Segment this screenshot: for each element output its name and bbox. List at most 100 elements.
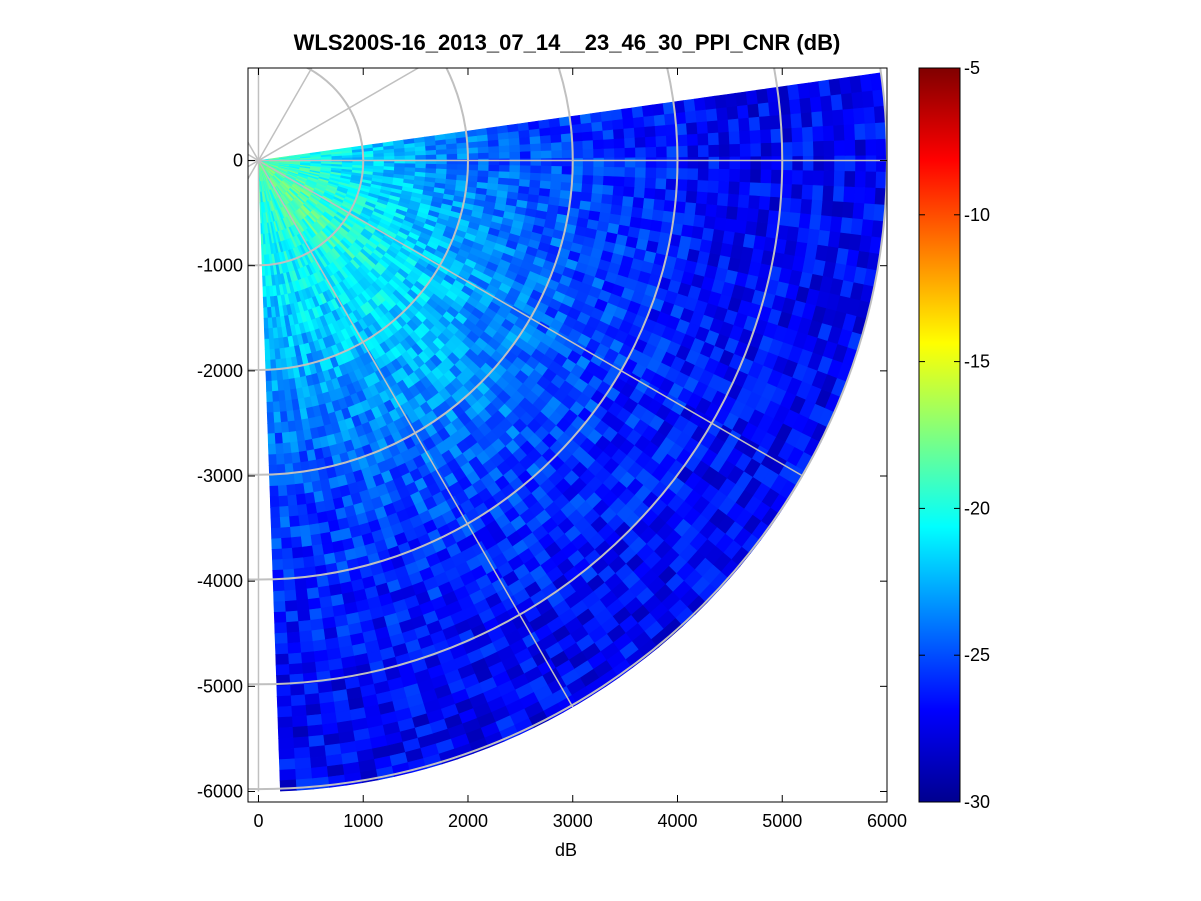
heatmap-cell bbox=[284, 600, 299, 613]
heatmap-cell bbox=[293, 746, 311, 760]
heatmap-cell bbox=[842, 201, 855, 219]
heatmap-cell bbox=[738, 117, 751, 132]
heatmap-cell bbox=[619, 214, 632, 227]
heatmap-cell bbox=[582, 165, 594, 176]
heatmap-cell bbox=[294, 578, 308, 591]
heatmap-cell bbox=[477, 164, 490, 171]
heatmap-cell bbox=[287, 642, 302, 655]
heatmap-cell bbox=[455, 130, 467, 139]
heatmap-cell bbox=[297, 503, 309, 517]
heatmap-cell bbox=[651, 208, 665, 222]
heatmap-cell bbox=[624, 146, 636, 158]
heatmap-cell bbox=[488, 164, 500, 172]
heatmap-cell bbox=[613, 175, 626, 187]
heatmap-cell bbox=[580, 122, 593, 133]
azimuth-spoke bbox=[248, 140, 260, 161]
heatmap-cell bbox=[540, 142, 552, 151]
heatmap-cell bbox=[303, 682, 320, 696]
azimuth-spoke bbox=[257, 160, 574, 708]
heatmap-cell bbox=[707, 131, 720, 146]
heatmap-cell bbox=[456, 163, 469, 171]
azimuth-spoke bbox=[258, 68, 420, 162]
heatmap-cell bbox=[693, 214, 706, 228]
heatmap-cell bbox=[288, 652, 303, 665]
heatmap-cell bbox=[798, 212, 812, 229]
heatmap-cell bbox=[633, 126, 646, 138]
heatmap-cell bbox=[602, 175, 615, 186]
heatmap-cell bbox=[305, 703, 322, 717]
heatmap-cell bbox=[507, 184, 520, 193]
heatmap-cell bbox=[653, 113, 666, 127]
heatmap-cell bbox=[851, 91, 865, 109]
heatmap-cell bbox=[362, 162, 375, 166]
heatmap-cell bbox=[271, 548, 284, 561]
heatmap-cell bbox=[750, 155, 762, 170]
heatmap-cell bbox=[749, 181, 762, 197]
heatmap-cell bbox=[687, 167, 699, 181]
heatmap-cell bbox=[292, 725, 310, 739]
heatmap-cell bbox=[727, 193, 740, 208]
heatmap-cell bbox=[301, 651, 316, 664]
heatmap-cell bbox=[802, 140, 815, 157]
heatmap-cell bbox=[641, 104, 655, 117]
heatmap-cell bbox=[275, 443, 285, 455]
heatmap-cell bbox=[622, 117, 635, 129]
heatmap-cell bbox=[264, 349, 271, 361]
heatmap-cell bbox=[747, 103, 760, 118]
heatmap-cell bbox=[854, 170, 867, 188]
heatmap-cell bbox=[467, 152, 479, 160]
heatmap-cell bbox=[829, 215, 843, 233]
heatmap-cell bbox=[603, 157, 615, 168]
heatmap-cell bbox=[274, 632, 289, 645]
heatmap-cell bbox=[295, 767, 313, 781]
heatmap-cell bbox=[865, 138, 877, 156]
heatmap-cell bbox=[852, 107, 866, 125]
heatmap-cell bbox=[718, 168, 731, 182]
heatmap-cell bbox=[727, 118, 740, 132]
y-tick-label: -2000 bbox=[197, 361, 243, 381]
heatmap-cell bbox=[276, 684, 292, 697]
heatmap-cell bbox=[294, 757, 312, 770]
heatmap-cell bbox=[623, 176, 636, 188]
heatmap-cell bbox=[612, 128, 625, 140]
heatmap-cell bbox=[268, 454, 278, 466]
heatmap-cell bbox=[876, 154, 887, 172]
heatmap-cell bbox=[757, 208, 770, 224]
heatmap-cell bbox=[809, 213, 822, 231]
heatmap-cell bbox=[425, 163, 437, 169]
heatmap-cell bbox=[729, 155, 741, 170]
heatmap-cell bbox=[538, 119, 551, 129]
heatmap-cell bbox=[623, 185, 636, 198]
heatmap-cell bbox=[551, 165, 563, 175]
heatmap-cell bbox=[863, 106, 876, 124]
heatmap-cell bbox=[632, 196, 645, 209]
x-tick-label: 0 bbox=[253, 811, 263, 831]
heatmap-cell bbox=[653, 198, 666, 211]
heatmap-cell bbox=[736, 104, 750, 119]
heatmap-cell bbox=[307, 597, 322, 611]
heatmap-cell bbox=[635, 146, 647, 158]
heatmap-cell bbox=[748, 194, 761, 210]
heatmap-cell bbox=[823, 170, 835, 187]
heatmap-cell bbox=[684, 201, 697, 215]
heatmap-cell bbox=[486, 126, 499, 135]
heatmap-cell bbox=[302, 545, 315, 558]
heatmap-cell bbox=[759, 182, 772, 197]
heatmap-cell bbox=[570, 182, 583, 193]
heatmap-cell bbox=[643, 114, 656, 127]
heatmap-cell bbox=[770, 128, 783, 143]
heatmap-cell bbox=[698, 156, 710, 169]
x-tick-label: 3000 bbox=[553, 811, 593, 831]
x-tick-label: 2000 bbox=[448, 811, 488, 831]
heatmap-cell bbox=[467, 163, 479, 171]
heatmap-cell bbox=[844, 154, 856, 172]
heatmap-cell bbox=[685, 121, 698, 135]
heatmap-cell bbox=[266, 391, 274, 403]
heatmap-cell bbox=[792, 155, 804, 171]
heatmap-cell bbox=[822, 184, 835, 202]
heatmap-cell bbox=[300, 535, 313, 548]
heatmap-cell bbox=[602, 184, 615, 196]
heatmap-cell bbox=[737, 193, 750, 209]
heatmap-cell bbox=[466, 174, 479, 183]
colorbar-tick-label: -5 bbox=[964, 58, 980, 78]
